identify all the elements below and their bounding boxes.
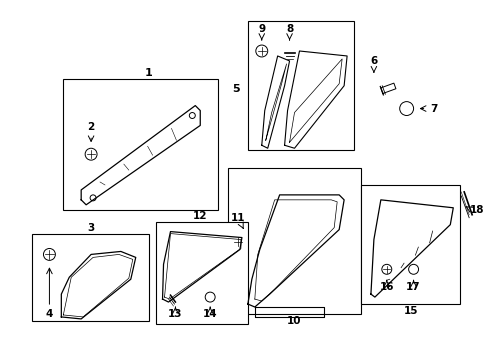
Text: 9: 9: [258, 24, 265, 34]
Text: 4: 4: [46, 309, 53, 319]
Text: 1: 1: [144, 68, 152, 78]
Text: 13: 13: [168, 309, 183, 319]
Text: 12: 12: [193, 211, 207, 221]
Text: 15: 15: [403, 306, 417, 316]
Text: 11: 11: [230, 213, 244, 223]
Text: 7: 7: [429, 104, 437, 113]
Bar: [227, 168, 360, 314]
Bar: [360, 185, 459, 304]
Bar: [32, 234, 148, 321]
Bar: [155, 222, 247, 324]
Text: 18: 18: [469, 205, 484, 215]
Text: 8: 8: [285, 24, 293, 34]
Text: 10: 10: [286, 316, 301, 326]
Text: 3: 3: [87, 222, 95, 233]
Text: 16: 16: [379, 282, 393, 292]
Bar: [247, 21, 353, 150]
Text: 14: 14: [203, 309, 217, 319]
Text: 2: 2: [87, 122, 95, 132]
Text: 5: 5: [232, 84, 240, 94]
Text: 17: 17: [406, 282, 420, 292]
Bar: [63, 79, 218, 210]
Text: 6: 6: [369, 56, 377, 66]
